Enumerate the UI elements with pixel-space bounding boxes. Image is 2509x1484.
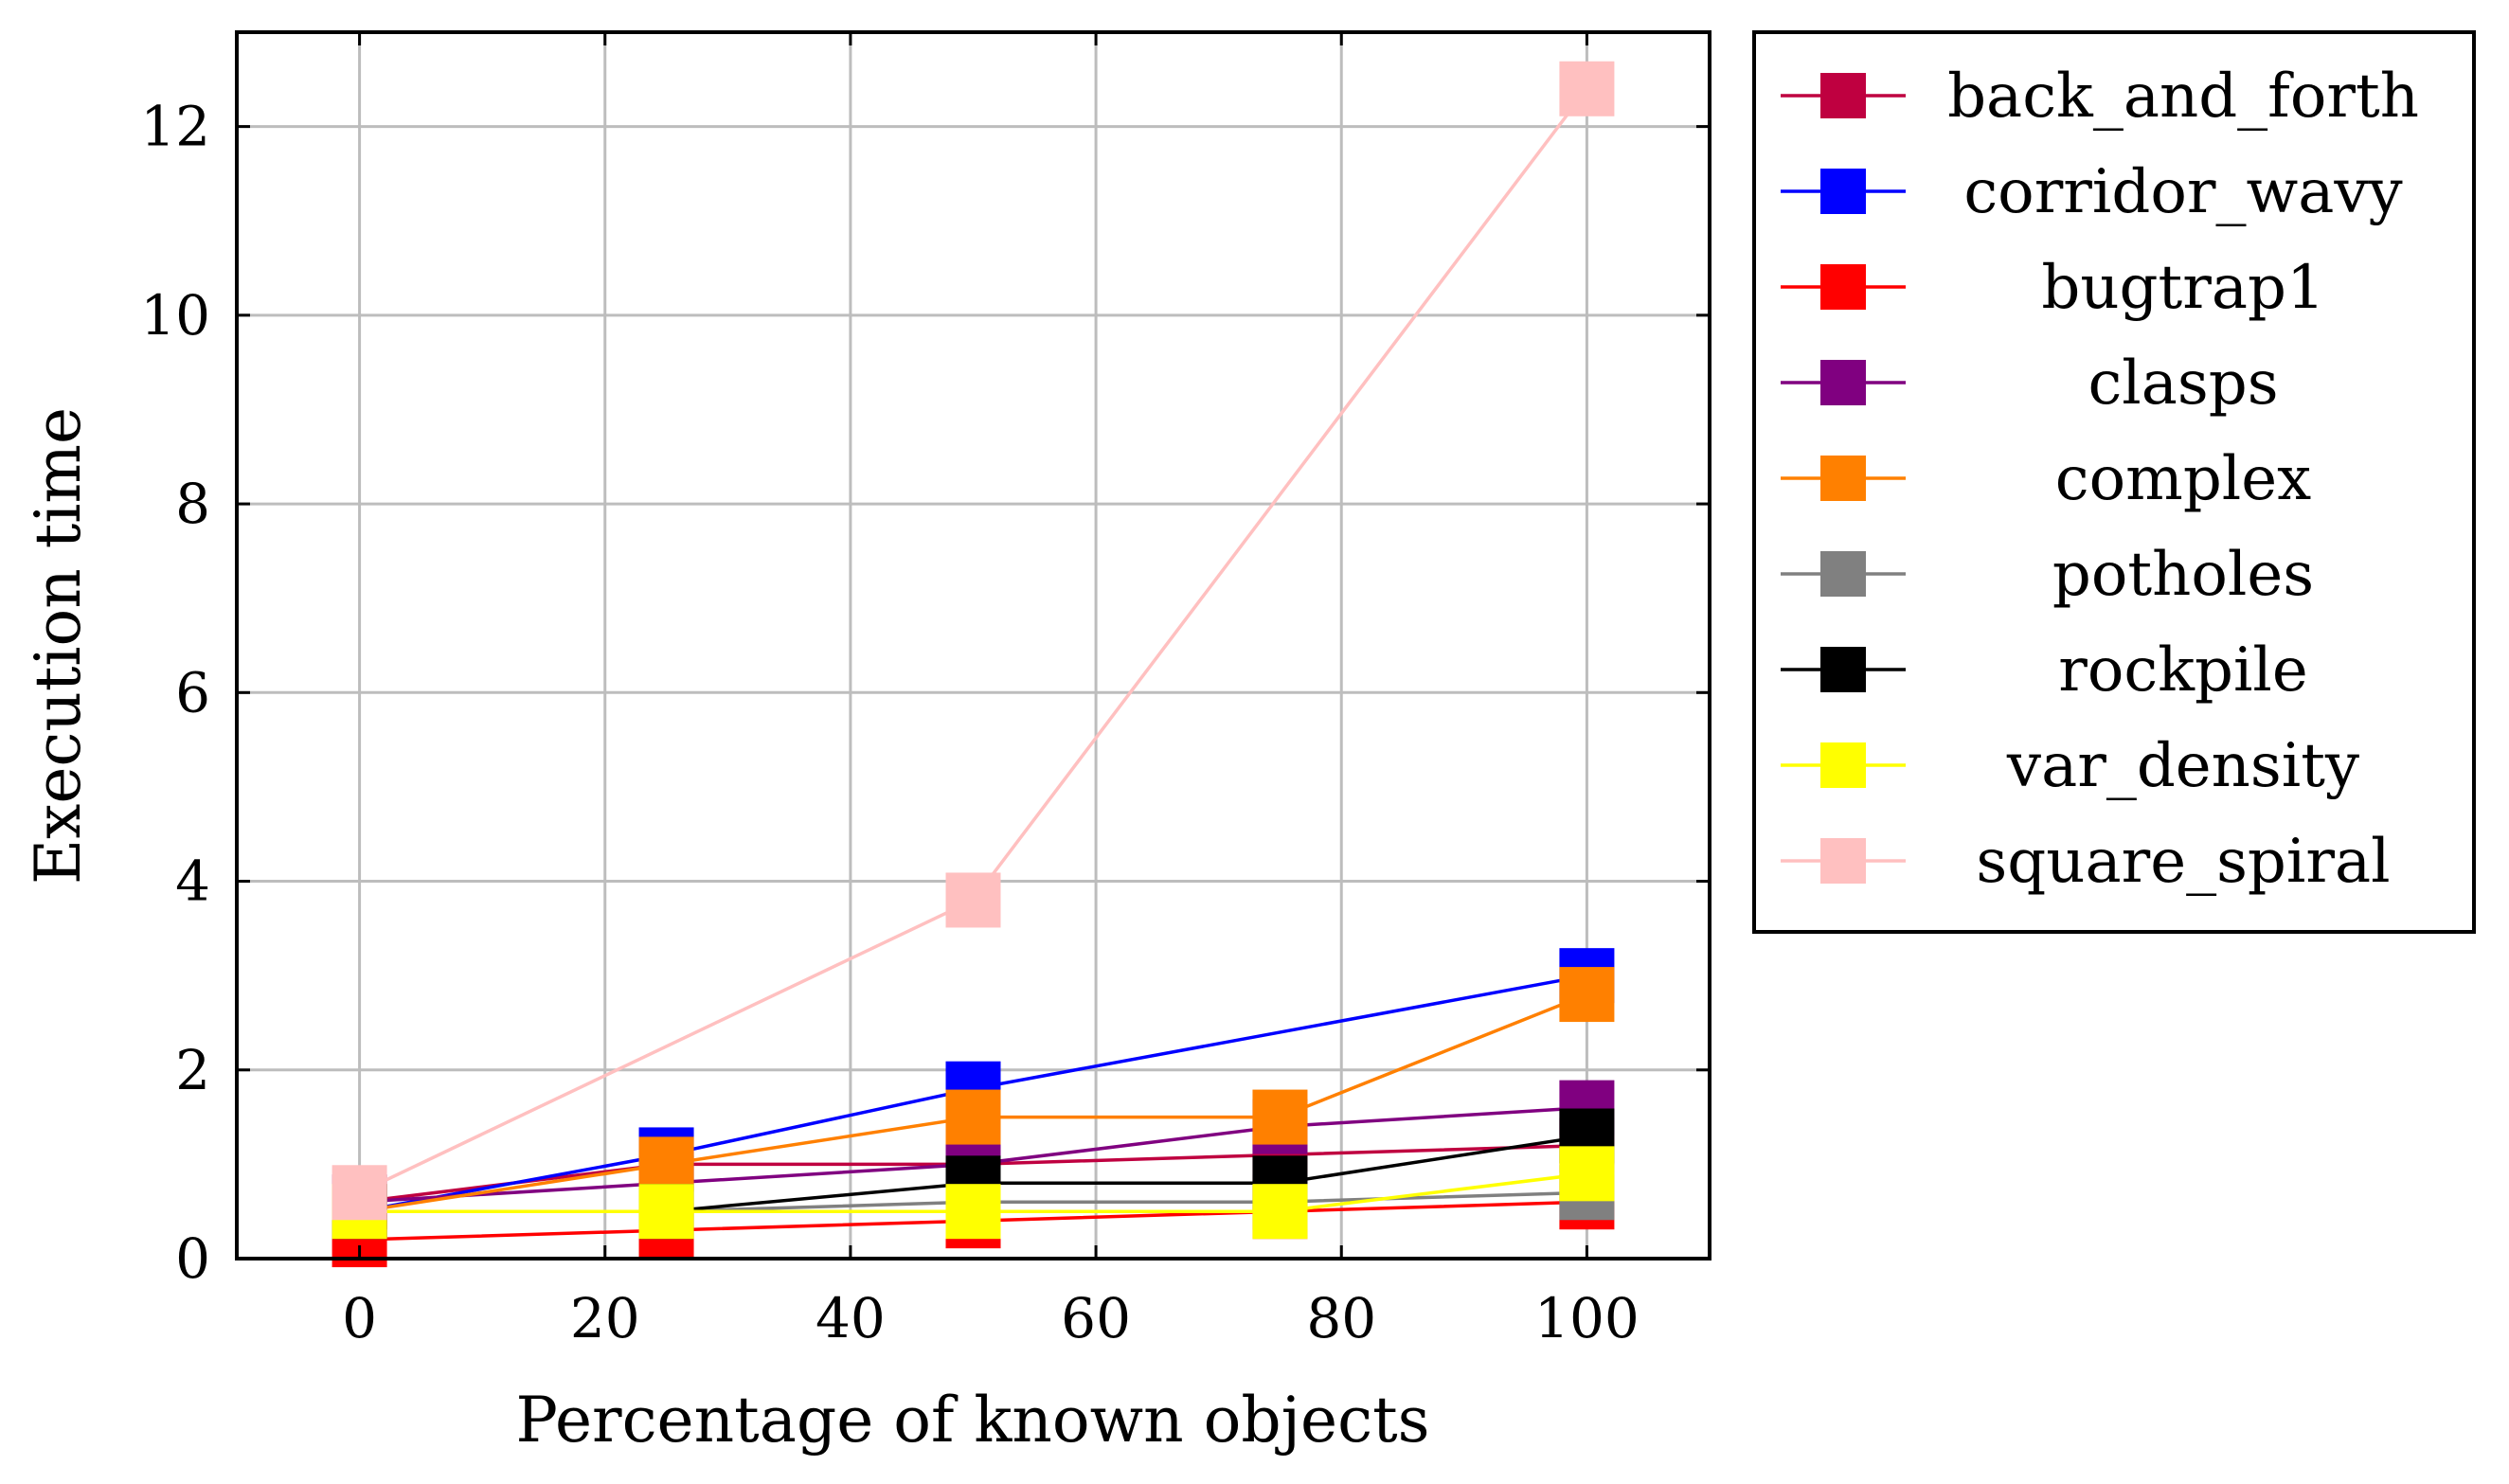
- series-var-density: [332, 1146, 1615, 1240]
- x-tick-label: 0: [342, 1286, 377, 1350]
- legend-item-potholes: potholes: [1781, 540, 2314, 610]
- series-complex: [332, 967, 1615, 1240]
- legend-item-complex: complex: [1781, 444, 2311, 514]
- legend-item-var-density: var_density: [1781, 731, 2359, 801]
- data-point-marker: [638, 1136, 694, 1192]
- x-tick-label: 100: [1534, 1286, 1640, 1350]
- legend-label: square_spiral: [1976, 827, 2390, 897]
- legend-label: var_density: [2006, 731, 2359, 801]
- data-point-marker: [1559, 61, 1615, 116]
- y-axis-title: Execution time: [22, 407, 95, 885]
- plot-series: [332, 61, 1615, 1268]
- data-point-marker: [945, 1089, 1001, 1145]
- legend-box: [1752, 30, 2476, 934]
- legend-marker: [1820, 73, 1866, 118]
- axis-ticks: 0 20 40 60 80 100 0 2 4 6 8 10 12: [140, 32, 1710, 1350]
- legend-item-corridor-wavy: corridor_wavy: [1781, 157, 2403, 227]
- legend-label: bugtrap1: [2041, 253, 2324, 323]
- legend-item-rockpile: rockpile: [1781, 635, 2308, 706]
- legend-label: corridor_wavy: [1963, 157, 2402, 227]
- x-axis-title: Percentage of known objects: [516, 1384, 1430, 1457]
- y-tick-label: 10: [140, 283, 210, 348]
- legend-marker: [1820, 742, 1866, 788]
- x-tick-label: 20: [570, 1286, 640, 1350]
- legend-label: complex: [2055, 444, 2311, 514]
- legend-marker: [1820, 360, 1866, 405]
- series-line: [359, 974, 1587, 1213]
- legend-marker: [1820, 838, 1866, 884]
- legend: back_and_forth corridor_wavy bugtrap1 clasp…: [1752, 30, 2476, 934]
- legend-marker: [1820, 551, 1866, 597]
- plot-frame: [235, 30, 1711, 1261]
- data-point-marker: [638, 1184, 694, 1240]
- x-tick-label: 40: [815, 1286, 886, 1350]
- data-point-marker: [1559, 967, 1615, 1023]
- legend-label: back_and_forth: [1947, 62, 2419, 132]
- legend-label: clasps: [2088, 349, 2278, 419]
- data-point-marker: [1252, 1184, 1308, 1240]
- data-point-marker: [945, 872, 1001, 928]
- x-tick-label: 80: [1306, 1286, 1376, 1350]
- y-tick-label: 0: [175, 1226, 210, 1291]
- y-tick-label: 6: [175, 660, 210, 724]
- legend-item-bugtrap1: bugtrap1: [1781, 253, 2325, 323]
- data-point-marker: [1559, 1146, 1615, 1202]
- legend-item-back-and-forth: back_and_forth: [1781, 62, 2419, 132]
- legend-label: rockpile: [2058, 635, 2308, 706]
- legend-item-square-spiral: square_spiral: [1781, 827, 2391, 897]
- y-tick-label: 8: [175, 472, 210, 536]
- data-point-marker: [1252, 1089, 1308, 1145]
- legend-marker: [1820, 264, 1866, 310]
- y-tick-label: 4: [175, 849, 210, 914]
- legend-marker: [1820, 169, 1866, 214]
- legend-label: potholes: [2052, 540, 2314, 610]
- data-point-marker: [945, 1184, 1001, 1240]
- legend-marker: [1820, 647, 1866, 692]
- legend-items: back_and_forth corridor_wavy bugtrap1 clasp…: [1781, 62, 2419, 897]
- gridlines: [237, 32, 1710, 1261]
- x-tick-label: 60: [1061, 1286, 1131, 1350]
- y-tick-label: 12: [140, 95, 210, 159]
- legend-item-clasps: clasps: [1781, 349, 2279, 419]
- y-tick-label: 2: [175, 1038, 210, 1102]
- data-point-marker: [332, 1165, 387, 1221]
- legend-marker: [1820, 456, 1866, 501]
- series-square-spiral: [332, 61, 1615, 1221]
